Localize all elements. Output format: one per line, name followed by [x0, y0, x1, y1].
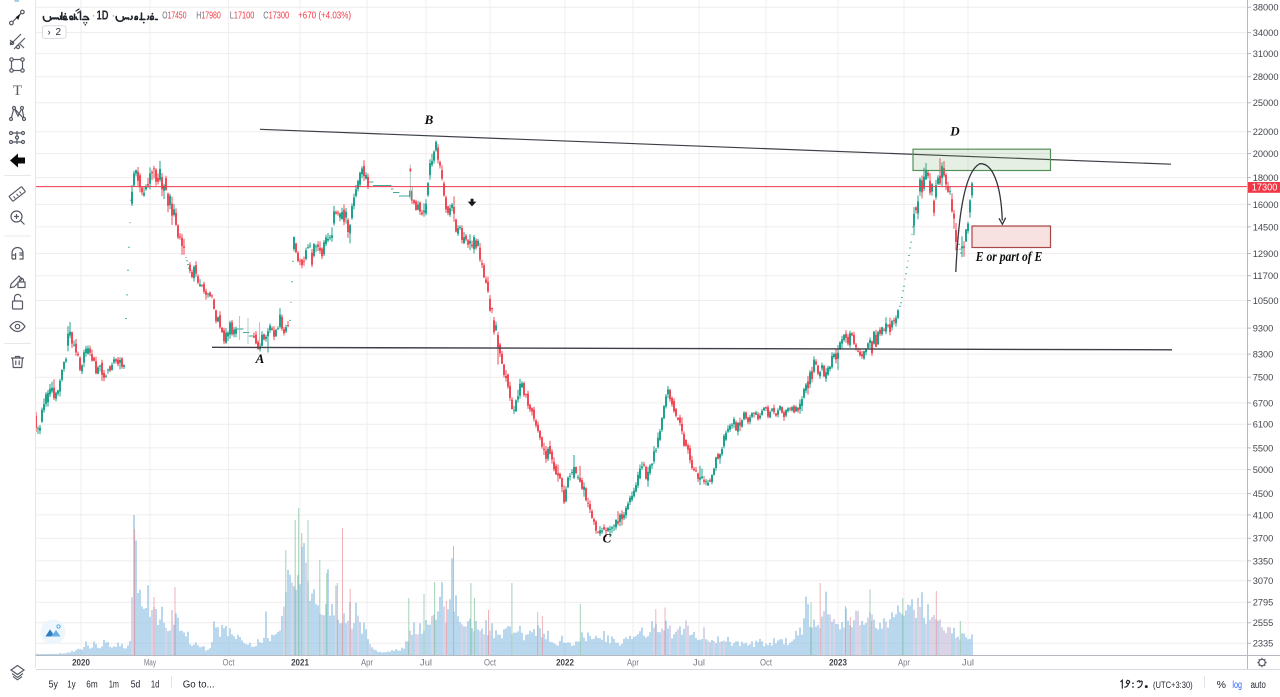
svg-text:6100: 6100 — [1253, 420, 1274, 431]
svg-text:O17450: O17450 — [162, 11, 186, 22]
svg-text:2555: 2555 — [1253, 618, 1274, 629]
svg-text:Oct: Oct — [484, 657, 496, 667]
svg-text:auto: auto — [1251, 680, 1267, 691]
svg-text:17300: 17300 — [1252, 183, 1278, 194]
svg-text:6700: 6700 — [1253, 398, 1274, 409]
svg-text:2335: 2335 — [1253, 639, 1274, 650]
svg-text:16000: 16000 — [1253, 200, 1279, 211]
svg-text:12900: 12900 — [1253, 249, 1279, 260]
svg-text:H17980: H17980 — [196, 11, 221, 22]
svg-text:22000: 22000 — [1253, 127, 1279, 138]
svg-text:38000: 38000 — [1253, 3, 1279, 14]
svg-text:8300: 8300 — [1253, 350, 1274, 361]
svg-text:18000: 18000 — [1253, 173, 1279, 184]
svg-text:2023: 2023 — [829, 657, 847, 667]
svg-text:Oct: Oct — [223, 657, 235, 667]
svg-text:C: C — [603, 531, 612, 546]
svg-text:5500: 5500 — [1253, 443, 1274, 454]
svg-text:(UTC+3:30): (UTC+3:30) — [1153, 680, 1193, 691]
svg-text:1y: 1y — [67, 679, 76, 690]
svg-text:›: › — [48, 27, 51, 38]
svg-text:28000: 28000 — [1253, 72, 1279, 83]
svg-text:14500: 14500 — [1253, 222, 1279, 233]
svg-text:C17300: C17300 — [263, 11, 289, 22]
svg-text:31000: 31000 — [1253, 49, 1279, 60]
svg-text:A: A — [255, 351, 265, 366]
svg-text:May: May — [144, 657, 156, 667]
svg-text:Apr: Apr — [898, 657, 910, 667]
svg-text:Oct: Oct — [760, 657, 772, 667]
svg-text:Jul: Jul — [693, 657, 705, 667]
svg-text:2: 2 — [56, 27, 62, 38]
svg-text:%: % — [1217, 679, 1226, 691]
svg-text:34000: 34000 — [1253, 28, 1279, 39]
svg-text:5d: 5d — [131, 679, 141, 690]
svg-text:L17100: L17100 — [230, 11, 255, 22]
svg-text:5000: 5000 — [1253, 465, 1274, 476]
svg-text:·: · — [92, 8, 96, 22]
svg-text:3070: 3070 — [1253, 576, 1274, 587]
svg-text:10500: 10500 — [1253, 296, 1279, 307]
svg-text:log: log — [1232, 680, 1242, 691]
svg-text:2020: 2020 — [72, 657, 90, 667]
svg-text:9300: 9300 — [1253, 324, 1274, 335]
svg-text:B: B — [424, 112, 434, 127]
svg-text:Apr: Apr — [361, 657, 373, 667]
svg-text:E or part of E: E or part of E — [975, 249, 1042, 264]
svg-text:6m: 6m — [86, 679, 97, 690]
svg-text:2021: 2021 — [291, 657, 309, 667]
svg-text:Apr: Apr — [627, 657, 639, 667]
svg-text:·: · — [111, 8, 115, 22]
svg-text:3700: 3700 — [1253, 534, 1274, 545]
svg-text:25000: 25000 — [1253, 98, 1279, 109]
svg-text:T: T — [13, 83, 22, 99]
svg-text:Jul: Jul — [420, 657, 432, 667]
svg-text:4500: 4500 — [1253, 489, 1274, 500]
svg-text:2795: 2795 — [1253, 598, 1274, 609]
svg-text:3350: 3350 — [1253, 556, 1274, 567]
svg-text:11700: 11700 — [1253, 271, 1279, 282]
svg-text:1d: 1d — [151, 679, 160, 690]
svg-text:Jul: Jul — [962, 657, 974, 667]
svg-text:7500: 7500 — [1253, 373, 1274, 384]
svg-text:5y: 5y — [49, 679, 58, 690]
svg-text:1m: 1m — [109, 679, 119, 690]
svg-text:+670 (+4.03%): +670 (+4.03%) — [298, 11, 351, 22]
svg-text:1D: 1D — [97, 7, 109, 22]
svg-text:4100: 4100 — [1253, 510, 1274, 521]
svg-text:D: D — [949, 124, 960, 139]
svg-text:2022: 2022 — [556, 657, 574, 667]
svg-text:Go to...: Go to... — [183, 679, 215, 690]
svg-text:20000: 20000 — [1253, 149, 1279, 160]
